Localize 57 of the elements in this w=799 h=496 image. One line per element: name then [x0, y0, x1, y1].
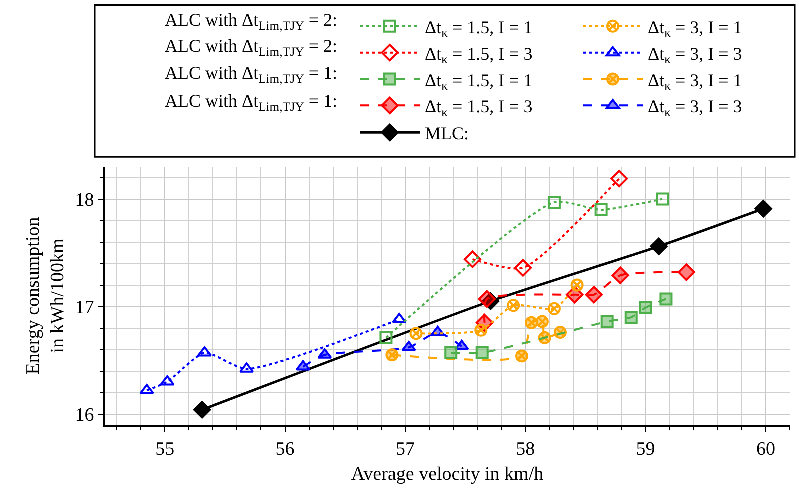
x-tick-label: 55 — [156, 438, 175, 460]
point — [639, 301, 652, 314]
point — [612, 266, 630, 284]
legend-label: Δt$_{κ}$ = 3, I = 1 — [648, 17, 742, 40]
legend-label: Δt$_{κ}$ = 3, I = 3 — [648, 44, 742, 67]
point — [402, 341, 416, 352]
point — [380, 331, 393, 344]
y-tick-label: 16 — [75, 404, 94, 426]
point — [660, 292, 673, 306]
point — [610, 170, 628, 188]
legend-label: Δt$_{κ}$ = 1.5, I = 1 — [425, 70, 533, 94]
point — [318, 348, 332, 359]
x-tick-label: 56 — [276, 438, 295, 460]
legend-label: Δt$_{κ}$ = 3, I = 1 — [648, 70, 742, 94]
text: ALC with Δt$_{Lim,TJY}$ = 2: — [165, 10, 338, 33]
legend-label: Δt$_{κ}$ = 1.5, I = 3 — [425, 44, 533, 67]
point — [194, 401, 212, 419]
point — [454, 340, 470, 350]
x-tick-label: 60 — [756, 438, 776, 460]
point — [600, 315, 614, 328]
legend-label: Δt$_{κ}$ = 3, I = 3 — [648, 96, 742, 120]
point — [678, 264, 696, 282]
y-tick-label: 17 — [75, 297, 94, 318]
point — [478, 290, 496, 308]
legend-label: Δt$_{κ}$ = 1.5, I = 3 — [425, 96, 533, 120]
text: ALC with Δt$_{Lim,TJY}$ = 2: — [165, 36, 338, 59]
point — [464, 250, 482, 268]
point — [140, 384, 154, 394]
point — [594, 204, 608, 216]
y-axis-title: Energy consumption in kWh/100km — [22, 216, 69, 375]
legend-label: Δt$_{κ}$ = 1.5, I = 1 — [425, 17, 533, 40]
point — [392, 313, 407, 324]
text: ALC with Δt$_{Lim,TJY}$ = 1: — [165, 91, 338, 114]
x-tick-label: 58 — [516, 438, 536, 460]
legend-label: MLC: — [425, 124, 470, 144]
point — [410, 327, 423, 340]
point — [197, 346, 212, 357]
point — [548, 302, 561, 316]
x-tick-label: 59 — [636, 438, 656, 460]
text: ALC with Δt$_{Lim,TJY}$ = 1: — [165, 63, 338, 86]
point — [548, 196, 561, 209]
point — [507, 299, 520, 312]
point — [476, 346, 489, 360]
point — [296, 360, 311, 371]
point — [754, 200, 772, 218]
y-tick-label: 18 — [75, 190, 94, 211]
x-tick-label: 57 — [396, 438, 415, 460]
point — [624, 311, 638, 324]
point — [444, 346, 458, 360]
x-axis-title: Average velocity in km/h — [351, 464, 544, 486]
point — [474, 324, 488, 337]
point — [514, 259, 532, 277]
point — [160, 376, 175, 386]
point — [570, 278, 584, 292]
point — [585, 286, 603, 304]
point — [656, 192, 670, 206]
point — [650, 238, 668, 256]
